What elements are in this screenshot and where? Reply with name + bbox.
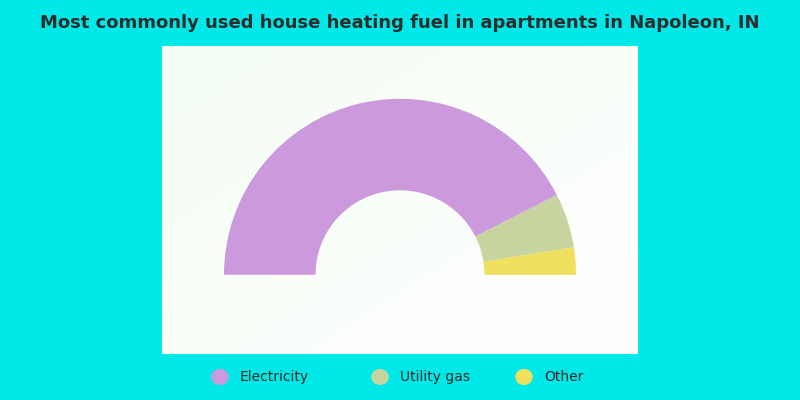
Wedge shape bbox=[475, 195, 574, 262]
Text: Other: Other bbox=[544, 370, 583, 384]
Text: Most commonly used house heating fuel in apartments in Napoleon, IN: Most commonly used house heating fuel in… bbox=[40, 14, 760, 32]
Ellipse shape bbox=[211, 369, 229, 385]
Wedge shape bbox=[224, 99, 557, 275]
Text: Electricity: Electricity bbox=[240, 370, 309, 384]
Ellipse shape bbox=[371, 369, 389, 385]
Text: Utility gas: Utility gas bbox=[400, 370, 470, 384]
Wedge shape bbox=[483, 247, 576, 275]
Ellipse shape bbox=[515, 369, 533, 385]
